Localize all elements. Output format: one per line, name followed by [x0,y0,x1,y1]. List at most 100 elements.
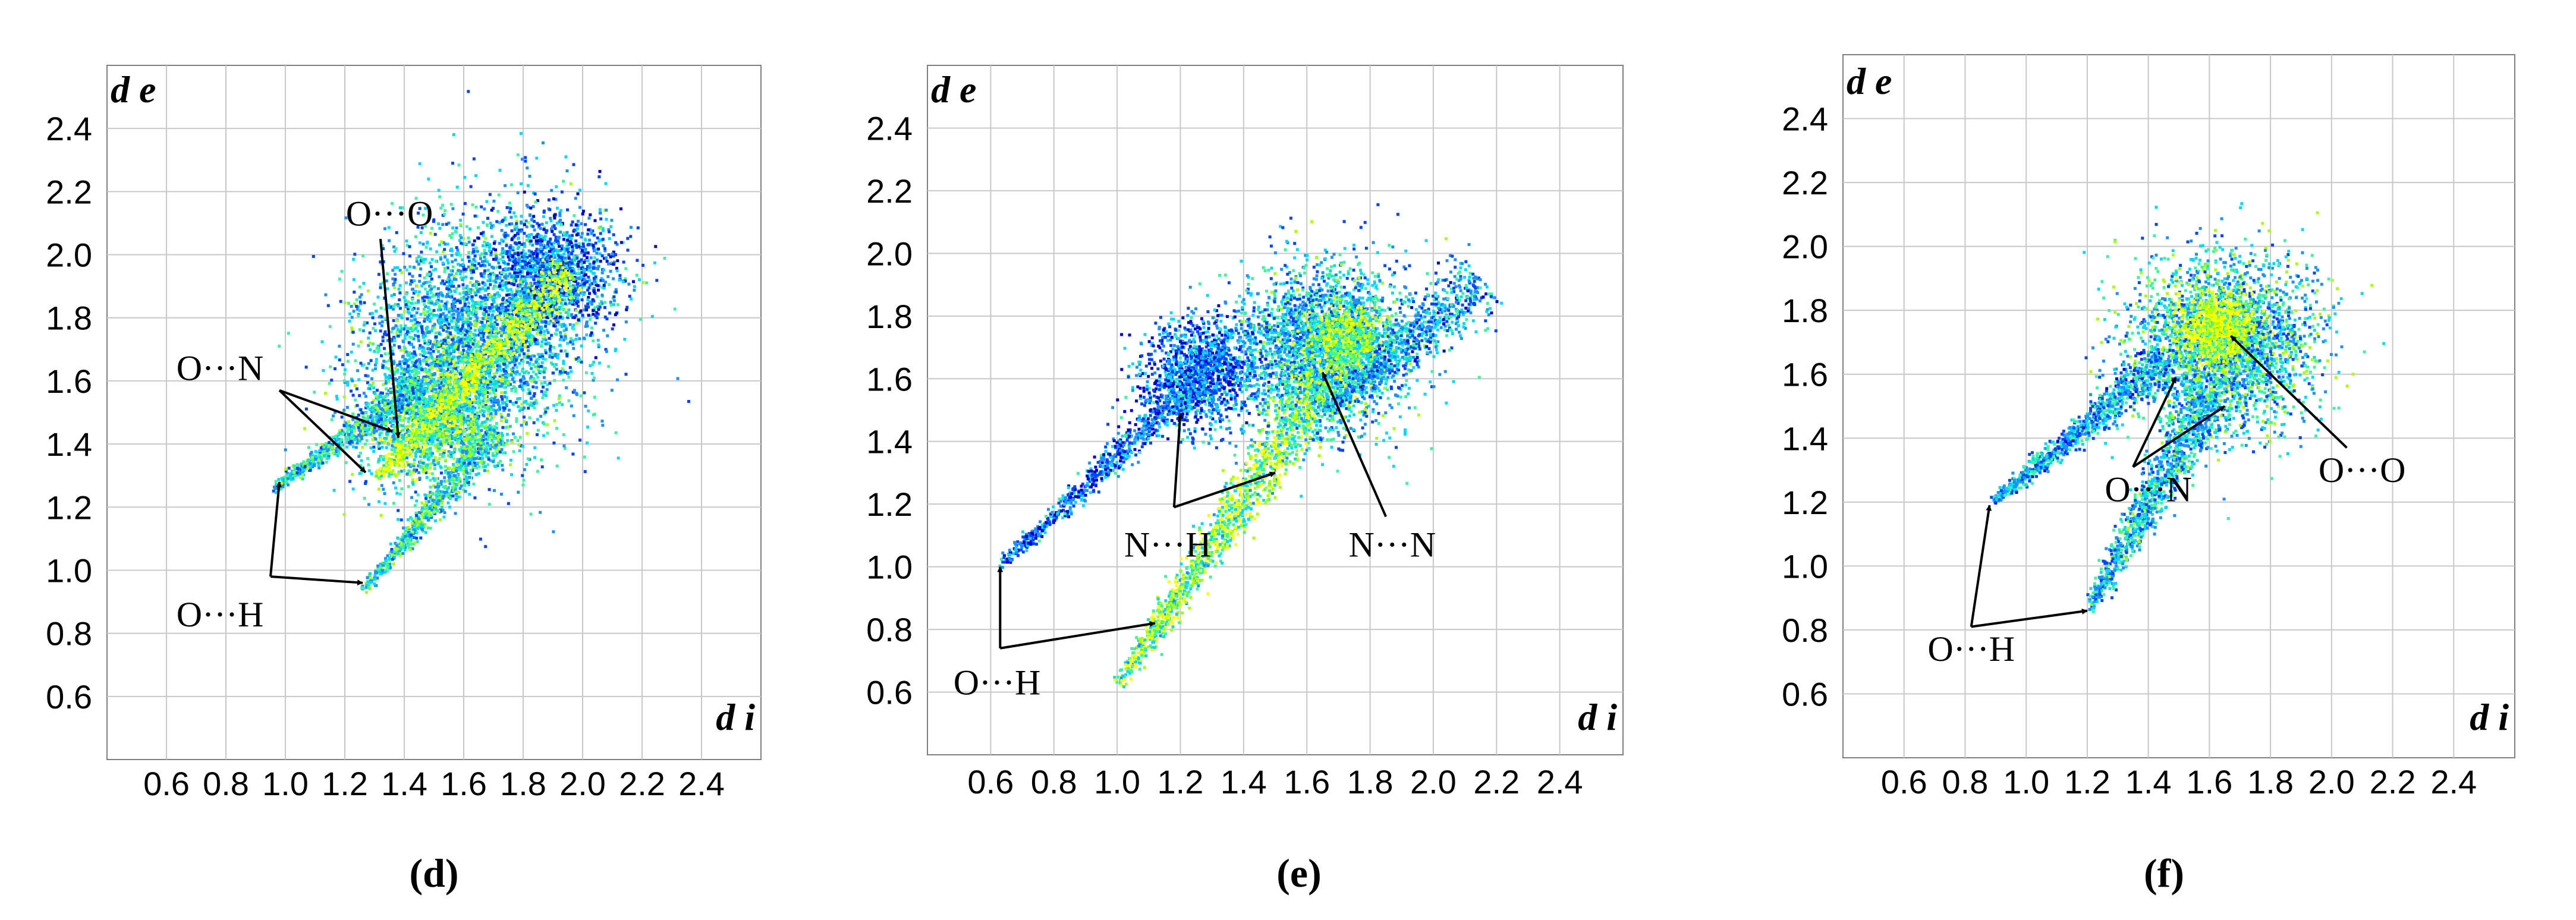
density-point [415,367,419,371]
density-point [472,250,476,253]
density-point [382,458,385,461]
density-point [517,251,520,255]
density-point [339,300,342,303]
density-point [467,90,470,93]
density-point [536,222,539,225]
density-point [518,397,522,400]
density-point [466,307,469,311]
density-point [487,313,490,317]
density-point [548,354,552,357]
density-point [527,407,530,410]
density-point [513,263,517,267]
density-point [435,314,439,317]
density-point [444,209,447,212]
density-point [509,346,513,350]
density-point [492,287,495,290]
density-point [597,344,600,346]
density-point [430,301,433,305]
density-point [562,247,566,250]
density-point [397,334,400,338]
density-point [457,433,460,437]
density-point [574,338,578,341]
density-point [584,248,587,251]
density-point [433,326,436,329]
density-point [568,366,572,369]
density-point [420,328,424,332]
density-point [559,338,562,342]
density-point [600,420,604,423]
density-point [442,345,445,348]
density-point [487,249,491,253]
density-point [494,465,498,468]
density-point [334,355,338,359]
density-point [358,285,361,289]
density-point [467,314,470,317]
density-point [596,284,599,287]
density-point [410,496,414,499]
density-point [514,234,517,237]
density-point [535,401,539,405]
density-point [603,316,607,319]
density-point [422,352,426,355]
density-point [445,287,449,291]
density-point [387,352,391,355]
density-point [517,405,520,408]
density-point [425,363,429,366]
density-point [499,253,503,256]
density-point [482,281,485,285]
density-point [379,343,383,346]
density-point [580,275,583,279]
density-point [512,403,515,406]
density-point [356,369,360,373]
density-point [554,248,558,251]
density-point [423,317,427,321]
density-point [492,241,496,245]
density-point [521,375,525,379]
density-point [533,446,537,449]
density-point [607,262,610,266]
density-point [508,298,511,301]
density-point [358,300,362,304]
density-point [486,269,490,272]
density-point [565,231,569,234]
density-point [467,240,471,244]
density-point [405,240,408,243]
density-point [483,294,487,297]
density-point [399,365,402,368]
density-point [616,378,619,382]
density-point [535,254,539,258]
density-point [487,349,490,353]
density-point [359,302,363,305]
density-point [482,244,485,247]
density-point [513,271,517,275]
density-point [471,469,474,472]
density-point [398,291,402,295]
density-point [429,351,432,355]
density-point [401,206,404,210]
density-point [468,321,472,324]
density-point [479,320,482,324]
density-point [486,216,489,220]
density-point [479,254,482,257]
density-point [412,328,416,332]
density-point [517,237,520,240]
density-point [527,221,530,225]
density-point [499,334,503,338]
density-point [578,206,581,209]
density-point [558,259,561,262]
density-point [461,258,464,261]
density-point [488,307,492,310]
density-point [441,411,444,414]
density-point [482,220,485,224]
density-point [437,188,441,192]
density-point [496,291,499,295]
density-point [521,367,524,371]
density-point [523,407,526,409]
density-point [505,403,508,407]
density-point [473,339,477,342]
density-point [492,199,496,203]
density-point [534,320,538,323]
density-point [638,278,641,282]
density-point [435,250,439,254]
density-point [346,383,350,387]
